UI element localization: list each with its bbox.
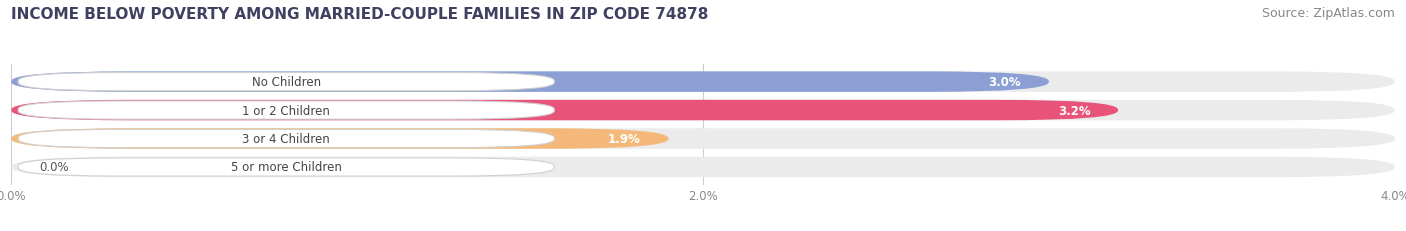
Text: 3.2%: 3.2%: [1057, 104, 1091, 117]
FancyBboxPatch shape: [11, 100, 1395, 121]
FancyBboxPatch shape: [11, 100, 1118, 121]
FancyBboxPatch shape: [11, 157, 1395, 177]
FancyBboxPatch shape: [11, 72, 1395, 92]
FancyBboxPatch shape: [11, 129, 1395, 149]
Text: 3 or 4 Children: 3 or 4 Children: [242, 132, 330, 145]
Text: 5 or more Children: 5 or more Children: [231, 161, 342, 174]
Text: 1.9%: 1.9%: [607, 132, 641, 145]
Text: 0.0%: 0.0%: [39, 161, 69, 174]
Text: 1 or 2 Children: 1 or 2 Children: [242, 104, 330, 117]
Text: Source: ZipAtlas.com: Source: ZipAtlas.com: [1261, 7, 1395, 20]
FancyBboxPatch shape: [11, 72, 1049, 92]
Text: INCOME BELOW POVERTY AMONG MARRIED-COUPLE FAMILIES IN ZIP CODE 74878: INCOME BELOW POVERTY AMONG MARRIED-COUPL…: [11, 7, 709, 22]
FancyBboxPatch shape: [18, 130, 554, 148]
Text: No Children: No Children: [252, 76, 321, 89]
FancyBboxPatch shape: [11, 129, 668, 149]
FancyBboxPatch shape: [18, 158, 554, 176]
FancyBboxPatch shape: [18, 73, 554, 91]
FancyBboxPatch shape: [18, 101, 554, 120]
Text: 3.0%: 3.0%: [988, 76, 1021, 89]
